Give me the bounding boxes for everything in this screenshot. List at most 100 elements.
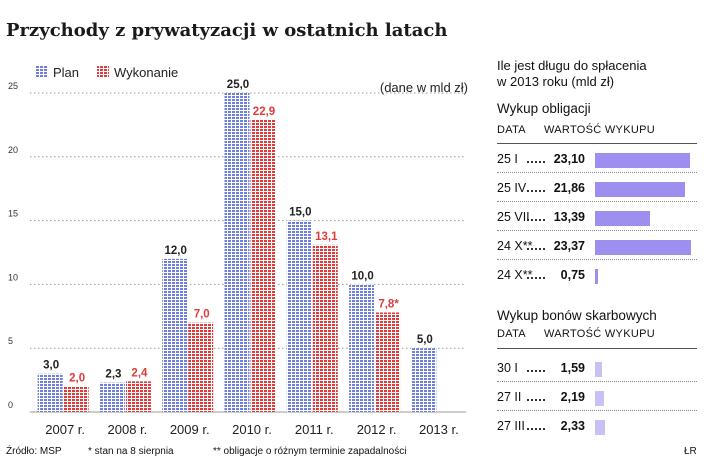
row-separator bbox=[497, 258, 697, 260]
row-separator bbox=[497, 380, 697, 382]
bonds-header-value: WARTOŚĆ WYKUPU bbox=[544, 124, 655, 136]
y-tick-label: 0 bbox=[8, 400, 13, 410]
bond-date: 24 X** bbox=[497, 239, 533, 253]
bond-value: 23,37 bbox=[553, 239, 585, 253]
bill-bar bbox=[595, 420, 605, 435]
footer-note-1: * stan na 8 sierpnia bbox=[88, 446, 174, 457]
bar-wykonanie-2010r bbox=[250, 119, 276, 413]
bar-wykonanie-2007r bbox=[63, 386, 89, 412]
x-tick-label: 2012 r. bbox=[357, 422, 397, 437]
data-label: 2,0 bbox=[69, 372, 85, 384]
row-separator bbox=[497, 171, 697, 173]
row-separator bbox=[497, 200, 697, 202]
leader-dots bbox=[527, 370, 545, 372]
y-axis-ticks: 0 5 10 15 20 25 bbox=[8, 81, 18, 410]
y-tick-label: 10 bbox=[8, 272, 18, 282]
leader-dots bbox=[527, 428, 545, 430]
data-label: 13,1 bbox=[315, 231, 338, 243]
leader-dots bbox=[527, 190, 545, 192]
legend-plan-swatch bbox=[36, 66, 48, 78]
bond-date: 25 VII bbox=[497, 210, 530, 224]
y-tick-label: 5 bbox=[8, 336, 13, 346]
data-label: 5,0 bbox=[417, 334, 433, 346]
bar-wykonanie-2009r bbox=[188, 322, 214, 412]
x-tick-label: 2009 r. bbox=[170, 422, 210, 437]
data-label: 7,0 bbox=[194, 309, 210, 321]
bonds-header-rule bbox=[497, 143, 697, 144]
bill-bar bbox=[595, 362, 602, 377]
bill-row: 27 II 2,19 bbox=[497, 390, 697, 406]
footer-credit: ŁR bbox=[684, 446, 697, 457]
unit-note: (dane w mld zł) bbox=[380, 80, 468, 95]
data-labels: 3,0 2,0 2,3 2,4 12,0 7,0 25,0 22,9 15,0 13,1 10,0 7… bbox=[43, 79, 433, 384]
bond-row: 24 X** 23,37 bbox=[497, 239, 697, 255]
x-tick-label: 2007 r. bbox=[45, 422, 85, 437]
bill-row: 30 I 1,59 bbox=[497, 361, 697, 377]
bond-row: 25 I 23,10 bbox=[497, 152, 697, 168]
bond-value: 13,39 bbox=[553, 210, 585, 224]
bar-wykonanie-2012r bbox=[375, 312, 401, 412]
bond-date: 24 X** bbox=[497, 268, 533, 282]
bond-bar bbox=[595, 182, 685, 197]
data-label: 7,8* bbox=[378, 298, 399, 310]
bond-value: 21,86 bbox=[553, 181, 585, 195]
bill-value: 2,33 bbox=[560, 419, 585, 433]
bonds-section-title: Wykup obligacji bbox=[497, 101, 591, 116]
data-label: 22,9 bbox=[253, 106, 275, 118]
debt-panel-title-line1: Ile jest długu do spłacenia bbox=[497, 58, 647, 73]
y-tick-label: 25 bbox=[8, 81, 18, 91]
bond-row: 25 VII 13,39 bbox=[497, 210, 697, 226]
y-tick-label: 15 bbox=[8, 209, 18, 219]
leader-dots bbox=[527, 248, 545, 250]
bill-row: 27 III 2,33 bbox=[497, 419, 697, 435]
data-label: 12,0 bbox=[165, 245, 187, 257]
leader-dots bbox=[527, 161, 545, 163]
bond-date: 25 I bbox=[497, 152, 518, 166]
data-label: 3,0 bbox=[43, 360, 59, 372]
bills-header: DATA WARTOŚĆ WYKUPU bbox=[497, 328, 655, 340]
chart-bars bbox=[37, 93, 437, 413]
bills-header-date: DATA bbox=[497, 328, 526, 340]
y-tick-label: 20 bbox=[8, 145, 18, 155]
chart-legend: Plan Wykonanie bbox=[36, 65, 178, 80]
bar-plan-2013r bbox=[411, 348, 437, 412]
row-separator bbox=[497, 409, 697, 411]
data-label: 2,4 bbox=[131, 367, 148, 379]
bond-row: 24 X** 0,75 bbox=[497, 268, 697, 284]
leader-dots bbox=[527, 277, 545, 279]
bond-bar bbox=[595, 153, 690, 168]
row-separator bbox=[497, 229, 697, 231]
debt-panel-title: Ile jest długu do spłacenia w 2013 roku … bbox=[497, 58, 697, 90]
bonds-header-date: DATA bbox=[497, 124, 526, 136]
data-label: 10,0 bbox=[351, 270, 373, 282]
bill-value: 1,59 bbox=[560, 361, 585, 375]
x-tick-label: 2010 r. bbox=[232, 422, 272, 437]
data-label: 25,0 bbox=[227, 79, 249, 91]
bar-plan-2011r bbox=[286, 220, 312, 412]
bond-row: 25 IV 21,86 bbox=[497, 181, 697, 197]
bar-plan-2008r bbox=[99, 382, 125, 412]
bill-date: 27 II bbox=[497, 390, 522, 404]
bill-date: 30 I bbox=[497, 361, 518, 375]
legend-wykonanie-label: Wykonanie bbox=[114, 65, 178, 80]
bond-value: 0,75 bbox=[560, 268, 585, 282]
legend-wykonanie-swatch bbox=[97, 66, 109, 78]
bar-wykonanie-2008r bbox=[125, 381, 151, 412]
bar-wykonanie-2011r bbox=[312, 244, 338, 412]
x-tick-label: 2011 r. bbox=[295, 422, 334, 437]
footer-source: Źródło: MSP bbox=[6, 446, 62, 457]
bar-plan-2010r bbox=[224, 93, 250, 412]
bar-plan-2007r bbox=[37, 373, 63, 412]
bills-section-title: Wykup bonów skarbowych bbox=[497, 308, 657, 323]
bills-header-rule bbox=[497, 348, 697, 349]
data-label: 2,3 bbox=[105, 369, 121, 381]
bills-header-value: WARTOŚĆ WYKUPU bbox=[544, 328, 655, 340]
x-tick-label: 2013 r. bbox=[419, 422, 459, 437]
chart-title: Przychody z prywatyzacji w ostatnich lat… bbox=[6, 20, 448, 41]
bill-value: 2,19 bbox=[560, 390, 585, 404]
bonds-header: DATA WARTOŚĆ WYKUPU bbox=[497, 124, 655, 136]
bond-date: 25 IV bbox=[497, 181, 527, 195]
bill-bar bbox=[595, 391, 604, 406]
bill-date: 27 III bbox=[497, 419, 525, 433]
bond-bar bbox=[595, 269, 599, 284]
